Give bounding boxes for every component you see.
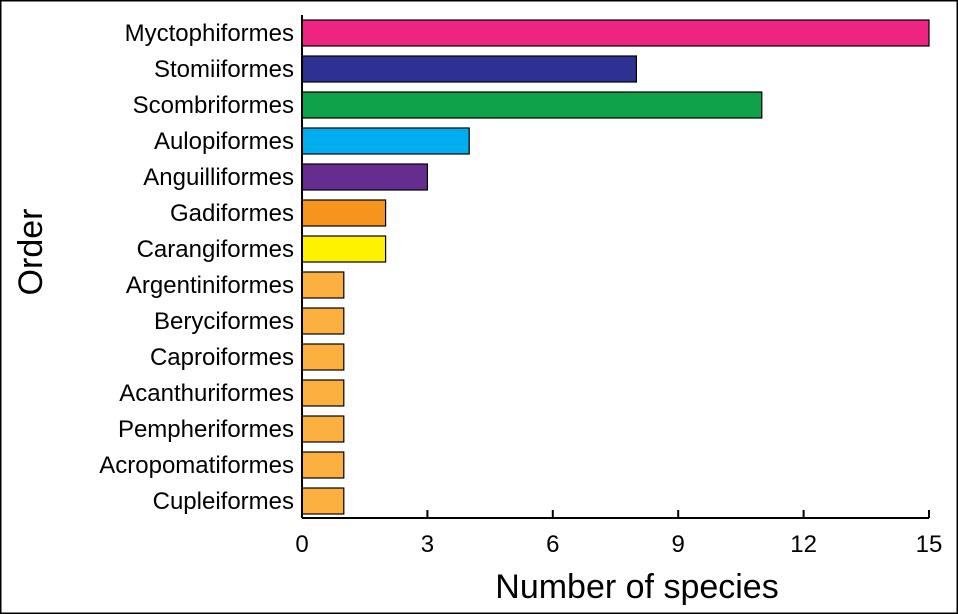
bar-gadiformes bbox=[301, 199, 387, 227]
bar-acanthuriformes bbox=[301, 379, 345, 407]
bar-scombriformes bbox=[301, 91, 763, 119]
bar-anguilliformes bbox=[301, 163, 429, 191]
category-label-argentiniformes: Argentiniformes bbox=[126, 272, 294, 299]
bar-beryciformes bbox=[301, 307, 345, 335]
bar-caproiformes bbox=[301, 343, 345, 371]
category-label-stomiiformes: Stomiiformes bbox=[154, 56, 294, 83]
x-tick-label-9: 9 bbox=[672, 531, 685, 558]
category-label-beryciformes: Beryciformes bbox=[154, 308, 294, 335]
bar-acropomatiformes bbox=[301, 451, 345, 479]
category-label-scombriformes: Scombriformes bbox=[133, 92, 294, 119]
category-label-anguilliformes: Anguilliformes bbox=[143, 164, 294, 191]
bar-stomiiformes bbox=[301, 55, 637, 83]
y-axis-title: Order bbox=[12, 209, 50, 296]
x-tick-label-15: 15 bbox=[916, 531, 943, 558]
x-axis-title: Number of species bbox=[495, 568, 778, 606]
category-label-carangiformes: Carangiformes bbox=[137, 236, 294, 263]
category-label-acropomatiformes: Acropomatiformes bbox=[99, 452, 294, 479]
x-tick-label-6: 6 bbox=[546, 531, 559, 558]
category-label-acanthuriformes: Acanthuriformes bbox=[119, 380, 294, 407]
category-label-aulopiformes: Aulopiformes bbox=[154, 128, 294, 155]
x-tick-label-12: 12 bbox=[790, 531, 817, 558]
category-label-pempheriformes: Pempheriformes bbox=[118, 416, 294, 443]
category-label-myctophiformes: Myctophiformes bbox=[125, 20, 294, 47]
axes bbox=[301, 15, 929, 519]
bar-carangiformes bbox=[301, 235, 387, 263]
bars-layer bbox=[301, 19, 930, 515]
bar-argentiniformes bbox=[301, 271, 345, 299]
bar-cupleiformes bbox=[301, 487, 345, 515]
bar-aulopiformes bbox=[301, 127, 470, 155]
bar-pempheriformes bbox=[301, 415, 345, 443]
category-label-caproiformes: Caproiformes bbox=[150, 344, 294, 371]
category-label-gadiformes: Gadiformes bbox=[170, 200, 294, 227]
bar-myctophiformes bbox=[301, 19, 930, 47]
category-label-cupleiformes: Cupleiformes bbox=[153, 488, 294, 515]
x-tick-label-0: 0 bbox=[295, 531, 308, 558]
x-ticks: 0 3 6 9 12 15 bbox=[295, 510, 942, 558]
x-tick-label-3: 3 bbox=[421, 531, 434, 558]
category-labels: Myctophiformes Stomiiformes Scombriformes A… bbox=[99, 20, 294, 515]
